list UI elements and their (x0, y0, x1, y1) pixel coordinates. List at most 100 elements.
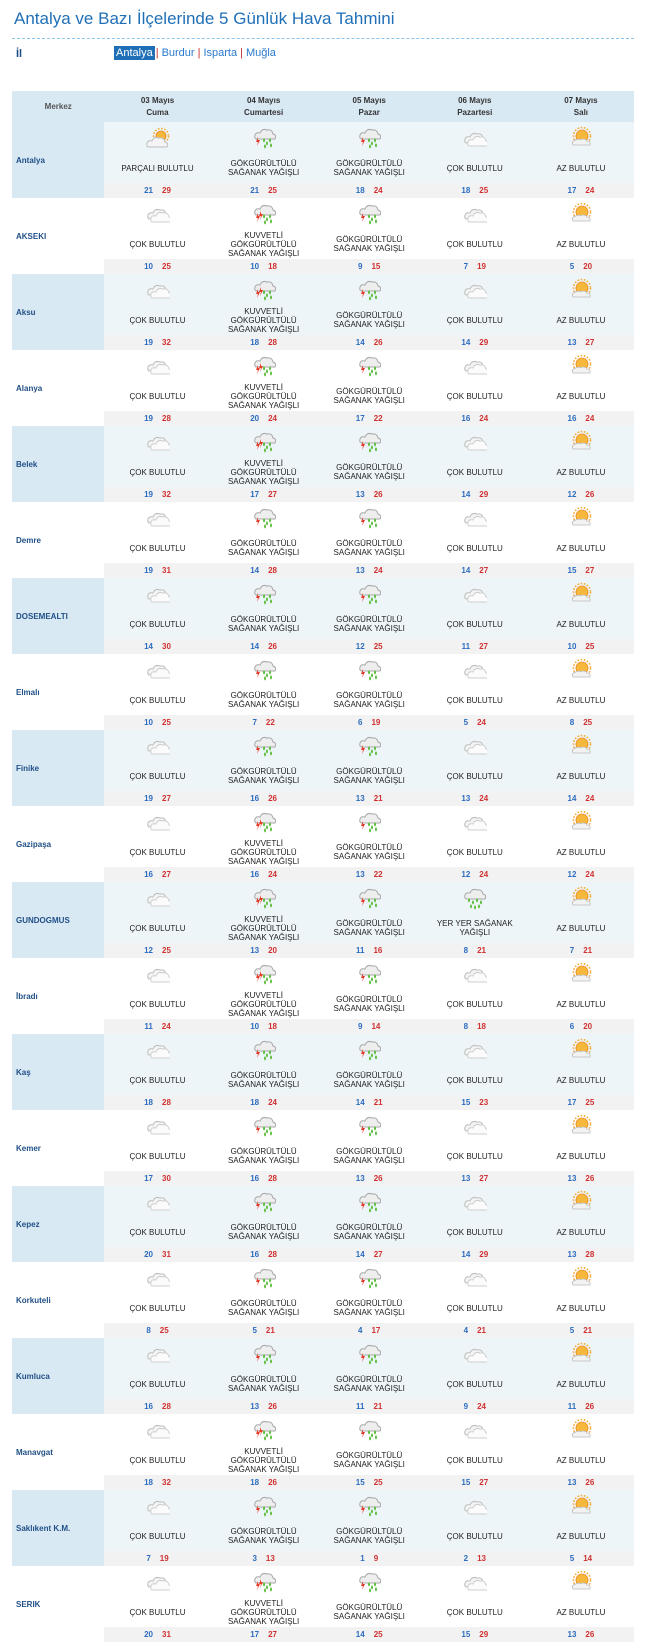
thunderstorm-icon (359, 204, 382, 224)
temperature-cell: 20 31 (104, 1247, 211, 1262)
condition-label: AZ BULUTLU (527, 1141, 634, 1171)
temperature-cell: 21 25 (210, 183, 317, 198)
temperature-cell: 18 24 (316, 183, 422, 198)
temp-max: 15 (371, 262, 381, 271)
temperature-cell: 17 27 (210, 1627, 317, 1642)
temp-min: 15 (461, 1478, 471, 1487)
province-link-4[interactable]: Muğla (245, 47, 276, 59)
temp-min: 17 (567, 186, 577, 195)
temperature-cell: 18 28 (210, 335, 317, 350)
condition-label: GÖKGÜRÜLTÜLÜ SAĞANAK YAĞIŞLI (316, 1065, 422, 1095)
cloudy-icon (146, 588, 170, 602)
temp-max: 18 (477, 1022, 486, 1031)
thunderstorm-icon (359, 1496, 382, 1516)
thunderstorm-icon (359, 1344, 382, 1364)
temp-min: 7 (569, 946, 575, 955)
weather-icon-cell (527, 274, 634, 305)
cloudy-icon (146, 740, 170, 754)
city-name: Alanya (12, 350, 105, 426)
temp-min: 7 (463, 262, 469, 271)
temp-max: 30 (162, 1174, 171, 1183)
day-date: 06 Mayıs (458, 95, 492, 105)
temp-min: 14 (461, 566, 471, 575)
weather-icon-cell (316, 1338, 422, 1369)
temp-min: 9 (358, 262, 363, 271)
condition-label: ÇOK BULUTLU (104, 1065, 211, 1095)
temperature-cell: 12 25 (104, 943, 211, 958)
city-temperature-row: 20 31 16 28 14 27 14 29 13 28 (12, 1247, 634, 1262)
temp-min: 4 (463, 1326, 469, 1335)
mostly-sunny-icon (571, 430, 592, 449)
weather-icon-cell (316, 426, 422, 457)
temp-max: 27 (585, 566, 595, 575)
temp-min: 14 (461, 1250, 471, 1259)
weather-icon-cell (421, 1490, 528, 1521)
cloudy-icon (146, 436, 170, 450)
heavy-thunderstorm-icon (253, 204, 276, 224)
mostly-sunny-icon (571, 1494, 592, 1513)
temp-min: 14 (567, 794, 577, 803)
cloudy-icon (146, 284, 170, 298)
condition-label: GÖKGÜRÜLTÜLÜ SAĞANAK YAĞIŞLI (210, 685, 317, 715)
temperature-cell: 13 27 (421, 1171, 528, 1186)
temperature-cell: 11 27 (421, 639, 528, 654)
temp-min: 18 (355, 186, 365, 195)
condition-label: ÇOK BULUTLU (421, 457, 528, 487)
temp-max: 23 (479, 1098, 489, 1107)
temp-max: 24 (268, 870, 278, 879)
rain-shower-icon (464, 888, 486, 909)
weather-icon-cell (527, 958, 634, 989)
weather-icon-cell (104, 502, 211, 533)
condition-label: YER YER SAĞANAK YAĞIŞLI (421, 913, 528, 943)
province-link-3[interactable]: Isparta (203, 47, 238, 59)
weather-icon-cell (104, 1034, 211, 1065)
weather-icon-cell (210, 350, 317, 381)
temp-min: 19 (144, 490, 153, 499)
heavy-thunderstorm-icon (253, 1572, 276, 1592)
temp-min: 18 (250, 338, 260, 347)
weather-icon-cell (104, 1110, 211, 1141)
temperature-cell: 10 25 (527, 639, 634, 654)
weather-icon-cell (104, 1414, 211, 1445)
thunderstorm-icon (253, 1344, 276, 1364)
temp-min: 16 (250, 1250, 260, 1259)
condition-label: AZ BULUTLU (527, 989, 634, 1019)
temp-max: 21 (477, 1326, 486, 1335)
temp-min: 11 (144, 1022, 153, 1031)
temp-min: 18 (250, 1478, 260, 1487)
temp-max: 27 (479, 642, 488, 651)
temp-min: 13 (567, 1630, 577, 1639)
temperature-cell: 18 32 (104, 1475, 211, 1490)
city-temperature-row: 7 19 3 13 1 9 2 13 5 14 (12, 1551, 634, 1566)
weather-icon-cell (316, 806, 422, 837)
thunderstorm-icon (359, 128, 382, 148)
temperature-cell: 7 19 (421, 259, 528, 274)
condition-label: ÇOK BULUTLU (421, 837, 528, 867)
day-weekday: Pazar (358, 107, 380, 117)
temp-max: 22 (265, 718, 275, 727)
temp-max: 18 (268, 1022, 278, 1031)
thunderstorm-icon (253, 128, 276, 148)
temperature-cell: 21 29 (104, 183, 211, 198)
temp-min: 13 (355, 490, 365, 499)
weather-icon-cell (527, 426, 634, 457)
province-link-2[interactable]: Burdur (161, 47, 195, 59)
weather-icon-cell (527, 1034, 634, 1065)
temp-max: 22 (373, 414, 383, 423)
temperature-cell: 13 20 (210, 943, 317, 958)
thunderstorm-icon (359, 812, 382, 832)
cloudy-icon (464, 740, 487, 754)
condition-label: GÖKGÜRÜLTÜLÜ SAĞANAK YAĞIŞLI (210, 1521, 317, 1551)
temp-min: 7 (146, 1554, 151, 1563)
province-link-1[interactable]: Antalya (114, 46, 155, 60)
city-condition-row: PARÇALI BULUTLU GÖKGÜRÜLTÜLÜ SAĞANAK YAĞI… (12, 153, 634, 183)
day-date: 05 Mayıs (352, 95, 386, 105)
temperature-cell: 17 24 (527, 183, 634, 198)
temperature-cell: 10 25 (104, 259, 211, 274)
condition-label: ÇOK BULUTLU (421, 685, 528, 715)
temp-max: 13 (477, 1554, 486, 1563)
weather-icon-cell (527, 806, 634, 837)
weather-icon-cell (421, 198, 528, 229)
temperature-cell: 13 26 (210, 1399, 317, 1414)
temp-min: 10 (250, 262, 260, 271)
